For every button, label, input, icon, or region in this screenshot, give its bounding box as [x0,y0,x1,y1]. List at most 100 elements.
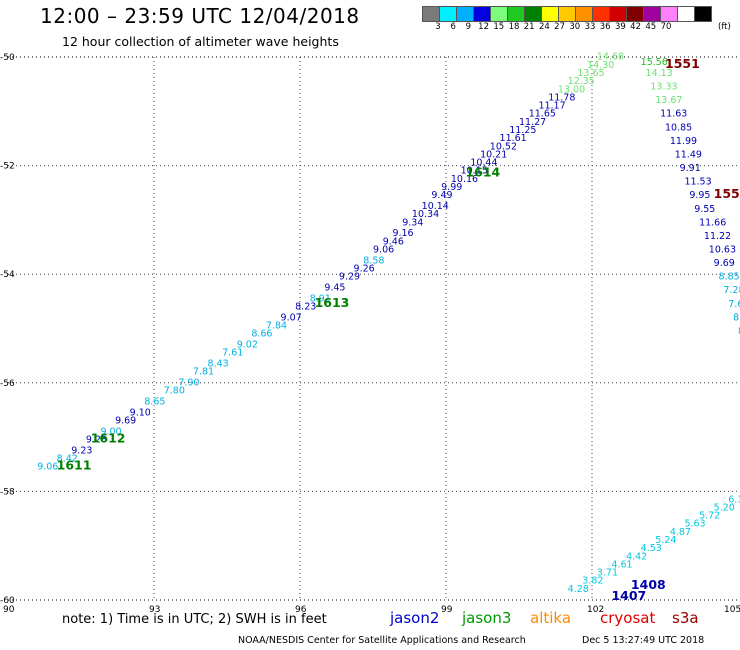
x-tick-label: 99 [441,605,453,615]
wave-height-label: 7.62 [728,299,740,310]
wave-height-label: 6.34 [728,494,740,505]
wave-height-label: 4.53 [641,543,662,554]
pass-label: 1612 [91,431,126,446]
pass-label: 1550 [714,186,740,201]
legend-jason2: jason2 [390,609,440,627]
wave-height-label: 10.85 [665,122,692,133]
wave-height-label: 13.67 [655,95,682,106]
wave-height-label: 9.49 [431,190,452,201]
colorbar-label: 24 [538,22,550,32]
wave-height-label: 11.25 [509,125,536,136]
wave-height-label: 5.63 [684,519,705,530]
wave-height-label: 8.23 [295,301,316,312]
wave-height-label: 14.30 [587,60,614,71]
wave-height-label: 10.15 [461,166,488,177]
wave-height-label: 5.20 [714,502,735,513]
wave-height-label: 8.58 [363,255,384,266]
footer-credit: NOAA/NESDIS Center for Satellite Applica… [238,635,526,646]
colorbar-label: 18 [508,22,520,32]
wave-height-label: 9.99 [441,182,462,193]
wave-height-label: 7.90 [178,378,199,389]
y-tick-label: -60 [0,596,15,606]
wave-height-label: 7.84 [266,321,287,332]
colorbar-label: 33 [584,22,596,32]
pass-label: 1614 [465,164,500,179]
pass-label: 1551 [665,56,700,71]
wave-height-label: 11.65 [529,109,556,120]
chart-subtitle: 12 hour collection of altimeter wave hei… [62,34,339,49]
wave-height-label: 9.26 [354,263,375,274]
wave-height-label: 13.65 [577,68,604,79]
wave-height-label: 9.02 [237,340,258,351]
colorbar-units: (ft) [718,22,731,32]
colorbar-label: 21 [523,22,535,32]
wave-height-label: 4.42 [626,551,647,562]
legend-s3a: s3a [672,609,699,627]
colorbar-labels: 3 6 9 12 15 18 21 24 27 30 33 36 39 42 45 70 [422,22,740,36]
colorbar-label: 39 [614,22,626,32]
colorbar-swatch [694,6,712,22]
wave-height-label: 11.66 [699,217,726,228]
colorbar-label: 9 [465,22,472,32]
wave-height-label: 10.63 [709,244,736,255]
wave-height-label: 9.69 [714,258,735,269]
legend-cryosat: cryosat [600,609,656,627]
wave-height-label: 9.69 [115,416,136,427]
footer-date: Dec 5 13:27:49 UTC 2018 [582,635,705,646]
chart-title: 12:00 – 23:59 UTC 12/04/2018 [40,4,360,28]
wave-height-label: 12.35 [568,76,595,87]
x-tick-label: 96 [295,605,307,615]
wave-height-label: 11.63 [660,109,687,120]
wave-height-label: 7.80 [164,386,185,397]
wave-height-label: 10.16 [451,174,478,185]
x-tick-label: 90 [3,605,15,615]
wave-height-label: 11.61 [500,133,527,144]
colorbar-label: 3 [435,22,441,32]
wave-height-label: 8.21 [733,312,740,323]
wave-height-label: 9.16 [392,228,413,239]
y-tick-label: -58 [0,487,15,497]
footer-note: note: 1) Time is in UTC; 2) SWH is in fe… [62,612,327,627]
y-tick-label: -52 [0,162,15,172]
y-tick-label: -56 [0,379,15,389]
wave-height-label: 3.82 [582,576,603,587]
wave-height-label: 15.56 [641,57,668,68]
wave-height-label: 7.61 [222,348,243,359]
wave-height-label: 9.23 [71,445,92,456]
wave-height-label: 10.34 [412,209,439,220]
wave-height-label: 9.91 [680,163,701,174]
colorbar-label: 36 [599,22,611,32]
colorbar-label: 27 [554,22,565,32]
wave-height-label: 5.72 [699,511,720,522]
wave-height-label: 11.78 [548,92,575,103]
wave-height-label: 8.85 [719,272,740,283]
wave-height-label: 4.87 [670,527,691,538]
wave-height-label: 10.52 [490,141,517,152]
wave-height-label: 10.21 [480,149,507,160]
wave-height-label: 4.28 [568,584,589,595]
x-tick-label: 105 [724,605,740,615]
wave-height-label: 10.44 [470,158,497,169]
wave-height-label: 9.95 [689,190,710,201]
wave-height-label: 11.27 [519,117,546,128]
colorbar [422,6,712,22]
wave-height-label: 9.29 [339,272,360,283]
legend-jason3: jason3 [462,609,512,627]
colorbar-label: 6 [450,22,456,32]
legend-altika: altika [530,609,572,627]
wave-height-label: 11.22 [704,231,731,242]
wave-height-label: 14.13 [646,68,673,79]
pass-label: 1613 [315,295,350,310]
wave-height-label: 9.07 [281,312,302,323]
wave-height-label: 9.28 [86,435,107,446]
wave-height-label: 14.68 [597,52,624,63]
wave-height-label: 11.17 [538,101,565,112]
wave-height-label: 8.42 [57,454,78,465]
wave-height-label: 5.24 [655,535,676,546]
wave-height-label: 9.55 [694,204,715,215]
colorbar-label: 70 [660,22,672,32]
x-tick-label: 102 [587,605,604,615]
wave-height-label: 9.45 [324,282,345,293]
x-tick-label: 93 [149,605,160,615]
